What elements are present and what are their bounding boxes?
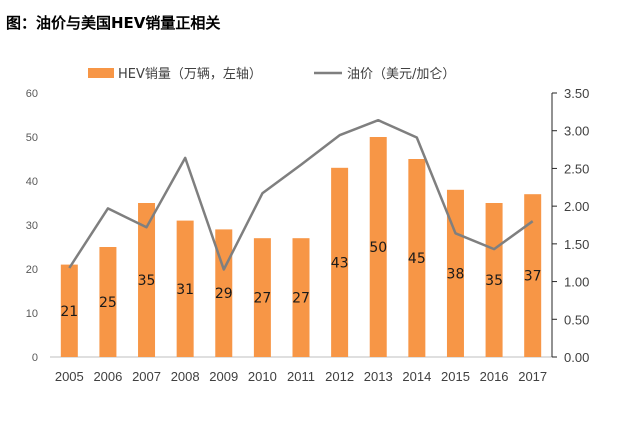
bar-data-label: 27 xyxy=(292,291,310,307)
y-left-tick-label: 10 xyxy=(26,308,38,320)
oil-price-line xyxy=(68,118,534,271)
bar-data-label: 29 xyxy=(215,286,233,302)
axes: 0 10 20 30 40 50 60 0.00 0.50 1.00 1.50 2.00 2.50 3.0… xyxy=(26,86,590,384)
bar xyxy=(138,203,156,357)
y-right-tick-label: 0.50 xyxy=(564,312,589,327)
bar-data-label: 38 xyxy=(447,266,465,282)
bar-data-label: 25 xyxy=(99,295,117,311)
y-left-tick-label: 20 xyxy=(26,264,38,276)
x-tick-label: 2008 xyxy=(171,369,200,384)
bar xyxy=(60,264,78,357)
legend-bar-label: HEV销量（万辆，左轴） xyxy=(118,67,262,82)
legend: HEV销量（万辆，左轴） 油价（美元/加仑） xyxy=(88,67,455,82)
x-tick-label: 2017 xyxy=(518,369,547,384)
bar-data-label: 35 xyxy=(138,273,156,289)
legend-bar-swatch xyxy=(88,68,114,78)
x-tick-label: 2005 xyxy=(55,369,84,384)
y-left-tick-label: 50 xyxy=(26,132,38,144)
bar-data-label: 21 xyxy=(60,304,78,320)
x-tick-label: 2016 xyxy=(480,369,509,384)
bar-data-label: 31 xyxy=(176,282,194,298)
y-left-tick-label: 60 xyxy=(26,88,38,100)
bar-data-label: 43 xyxy=(331,255,349,271)
bar-data-label: 35 xyxy=(485,273,503,289)
x-tick-label: 2006 xyxy=(93,369,122,384)
bar-data-label: 50 xyxy=(369,240,387,256)
bar-data-label: 37 xyxy=(524,269,542,285)
bar-data-label: 45 xyxy=(408,251,426,267)
bar xyxy=(176,220,194,357)
bar xyxy=(485,203,503,357)
x-tick-label: 2015 xyxy=(441,369,470,384)
y-right-tick-label: 0.00 xyxy=(564,350,589,365)
y-right-tick-label: 1.50 xyxy=(564,237,589,252)
y-right-tick-label: 3.00 xyxy=(564,124,589,139)
y-right-tick-label: 2.50 xyxy=(564,161,589,176)
bar xyxy=(446,189,464,357)
data-labels: 21 25 35 31 29 27 27 43 50 45 38 35 37 xyxy=(60,240,541,320)
y-right-tick-label: 3.50 xyxy=(564,86,589,101)
x-tick-label: 2013 xyxy=(364,369,393,384)
legend-line-label: 油价（美元/加仑） xyxy=(347,67,455,82)
bar xyxy=(331,167,349,357)
y-right-tick-label: 1.00 xyxy=(564,275,589,290)
y-left-tick-label: 0 xyxy=(32,352,38,364)
chart-title: 图：油价与美国HEV销量正相关 xyxy=(6,14,221,32)
line-series xyxy=(68,118,534,271)
x-tick-label: 2009 xyxy=(209,369,238,384)
bar xyxy=(524,194,542,357)
bar xyxy=(253,238,271,357)
bar xyxy=(369,137,387,357)
y-left-tick-label: 40 xyxy=(26,176,38,188)
x-tick-label: 2011 xyxy=(287,369,315,384)
x-tick-label: 2010 xyxy=(248,369,277,384)
x-tick-label: 2014 xyxy=(402,369,431,384)
bars xyxy=(60,137,542,357)
bar xyxy=(292,238,310,357)
x-tick-label: 2007 xyxy=(132,369,161,384)
y-right-tick-label: 2.00 xyxy=(564,199,589,214)
bar-data-label: 27 xyxy=(253,291,271,307)
bar xyxy=(99,247,117,357)
bar xyxy=(408,159,426,357)
x-tick-label: 2012 xyxy=(325,369,354,384)
y-left-tick-label: 30 xyxy=(26,220,38,232)
